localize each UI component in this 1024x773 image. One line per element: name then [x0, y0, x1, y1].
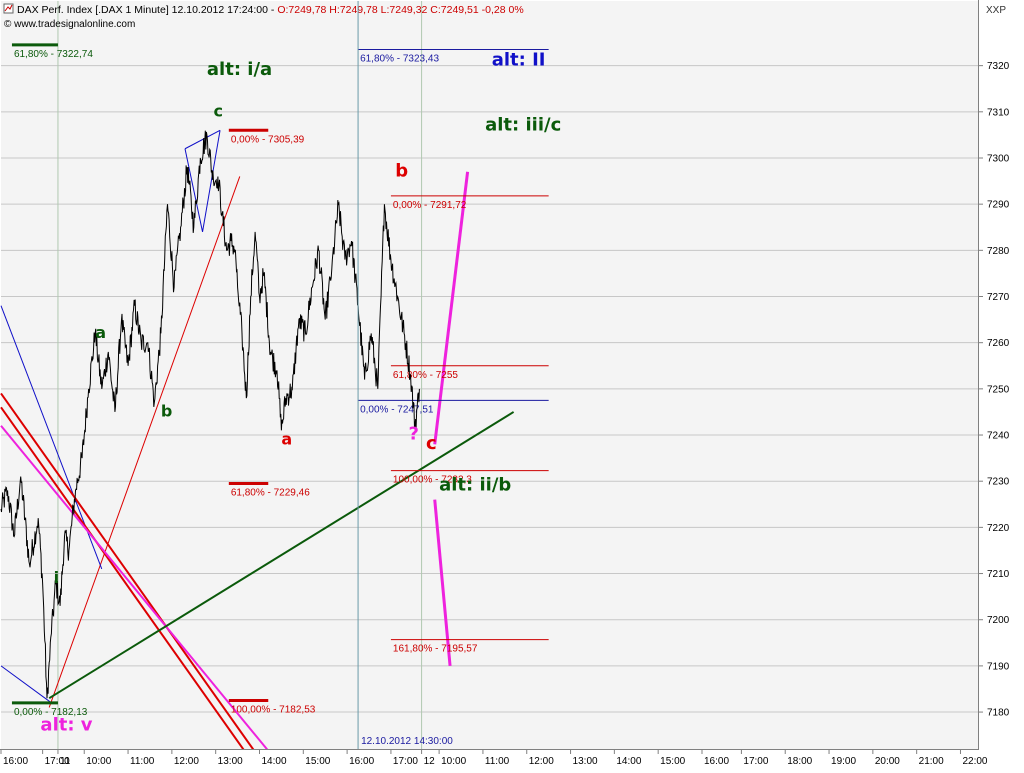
price-tick-label: 7190 — [987, 661, 1010, 672]
time-tick-label: 13:00 — [218, 756, 243, 767]
copyright-notice: © www.tradesignalonline.com — [4, 19, 135, 30]
wave-label: b — [161, 402, 172, 421]
date-marker-label: 12.10.2012 14:30:00 — [361, 736, 453, 747]
price-axis-panel — [979, 0, 1024, 768]
trend-line — [433, 171, 470, 445]
date-marker: 12.10.2012 14:30:00 — [357, 1, 453, 749]
time-tick-label: 18:00 — [787, 756, 812, 767]
symbol-label: XXP — [986, 5, 1006, 16]
wave-label: i — [54, 568, 59, 587]
fibonacci-levels: 61,80% - 7322,74 0,00% - 7182,13 0,00% - 7… — [11, 43, 549, 718]
trend-line — [0, 425, 287, 773]
fib-level-label: 0,00% - 7305,39 — [231, 134, 305, 145]
time-tick-label: 12 — [424, 756, 436, 767]
fib-level-label: 100,00% - 7182,53 — [231, 705, 316, 716]
price-tick-label: 7320 — [987, 61, 1010, 72]
wave-label: a — [281, 429, 292, 448]
header-icon-mark — [4, 4, 13, 12]
wave-label: c — [426, 433, 437, 454]
time-tick-label: 16:00 — [3, 756, 28, 767]
time-tick-label: 11:00 — [130, 756, 155, 767]
chart-title: DAX Perf. Index [.DAX 1 Minute] 12.10.20… — [17, 4, 524, 16]
trend-line — [0, 392, 261, 759]
price-tick-label: 7310 — [987, 107, 1010, 118]
price-tick-label: 7300 — [987, 153, 1010, 164]
fib-level-label: 0,00% - 7182,13 — [14, 707, 88, 718]
fib-level-label: 100,00% - 7232,3 — [393, 475, 472, 486]
time-tick-label: 19:00 — [831, 756, 856, 767]
time-tick-label: 11 — [60, 756, 71, 767]
price-tick-label: 7220 — [987, 523, 1010, 534]
price-tick-label: 7250 — [987, 384, 1010, 395]
trend-line — [184, 129, 221, 150]
chart-title-ohlc: O:7249,78 H:7249,78 L:7249,32 C:7249,51 … — [277, 4, 523, 16]
price-tick-label: 7240 — [987, 431, 1010, 442]
wave-label: alt: v — [40, 715, 92, 736]
time-tick-label: 17:00 — [743, 756, 768, 767]
fib-level-label: 61,80% - 7229,46 — [231, 488, 310, 499]
price-tick-label: 7270 — [987, 292, 1010, 303]
wave-label: alt: ii/b — [439, 474, 511, 495]
trend-line — [202, 130, 221, 232]
time-tick-label: 13:00 — [573, 756, 598, 767]
fib-level-label: 161,80% - 7195,57 — [393, 644, 478, 655]
wave-label: alt: i/a — [207, 59, 272, 80]
trend-lines — [0, 129, 515, 773]
time-tick-label: 22:00 — [962, 756, 987, 767]
wave-label: alt: II — [492, 50, 546, 71]
price-tick-label: 7260 — [987, 338, 1010, 349]
time-tick-label: 12:00 — [174, 756, 199, 767]
wave-label: ? — [408, 424, 418, 445]
time-tick-label: 14:00 — [261, 756, 286, 767]
time-tick-label: 16:00 — [349, 756, 374, 767]
time-axis-panel — [0, 750, 1024, 768]
trend-line — [433, 499, 452, 667]
trend-line — [0, 406, 261, 773]
fib-level-label: 0,00% - 7247,51 — [360, 404, 434, 415]
fib-level-label: 61,80% - 7323,43 — [360, 53, 439, 64]
trend-line — [48, 411, 515, 700]
chart-title-main: DAX Perf. Index [.DAX 1 Minute] 12.10.20… — [17, 4, 277, 16]
wave-label: a — [95, 323, 106, 342]
wave-label: c — [213, 101, 222, 120]
time-tick-label: 10:00 — [86, 756, 111, 767]
price-tick-label: 7180 — [987, 708, 1010, 719]
price-axis: 7180 7190 7200 7210 7220 7230 7240 7250 7260 7270… — [978, 61, 1010, 719]
time-tick-label: 17:00 — [393, 756, 418, 767]
time-tick-label: 10:00 — [441, 756, 466, 767]
time-tick-label: 17:00 — [45, 756, 70, 767]
time-tick-label: 11:00 — [485, 756, 510, 767]
time-tick-label: 21:00 — [919, 756, 944, 767]
grid — [1, 1, 978, 749]
trend-line — [184, 148, 204, 232]
price-tick-label: 7210 — [987, 569, 1010, 580]
time-tick-label: 16:00 — [704, 756, 729, 767]
price-tick-label: 7280 — [987, 246, 1010, 257]
time-tick-label: 15:00 — [305, 756, 330, 767]
time-tick-label: 20:00 — [875, 756, 900, 767]
price-line — [0, 130, 420, 699]
price-tick-label: 7200 — [987, 615, 1010, 626]
header-icon — [3, 3, 14, 14]
chart-header: DAX Perf. Index [.DAX 1 Minute] 12.10.20… — [3, 3, 1006, 30]
time-tick-label: 12:00 — [529, 756, 554, 767]
wave-label: b — [395, 160, 408, 181]
price-tick-label: 7290 — [987, 200, 1010, 211]
website-label: www.tradesignalonline.com — [13, 19, 135, 30]
fib-level-label: 61,80% - 7255 — [393, 370, 458, 381]
trend-line — [48, 176, 241, 708]
fib-level-label: 0,00% - 7291,72 — [393, 200, 467, 211]
time-tick-label: 15:00 — [660, 756, 685, 767]
price-tick-label: 7230 — [987, 477, 1010, 488]
trend-line — [0, 665, 52, 704]
time-tick-label: 14:00 — [616, 756, 641, 767]
wave-label: alt: iii/c — [485, 114, 561, 135]
fib-level-label: 61,80% - 7322,74 — [14, 49, 93, 60]
